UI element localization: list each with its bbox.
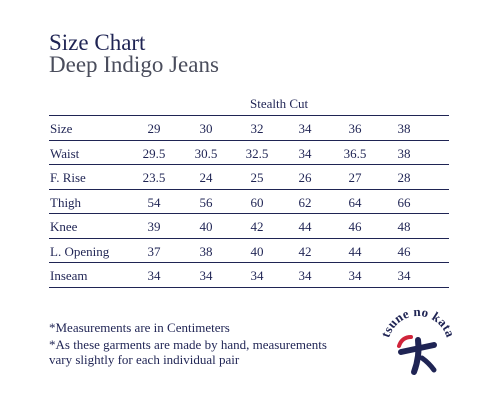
table-cell: 32 — [250, 121, 264, 136]
table-cell: 34 — [199, 268, 213, 283]
table-cell: 39 — [147, 219, 161, 234]
table-cell: 40 — [250, 243, 264, 259]
table-cell: 38 — [397, 121, 411, 136]
table-row: Thigh 54 56 60 62 64 66 — [49, 190, 449, 214]
table-cell: 64 — [348, 194, 362, 210]
row-label: Thigh — [50, 194, 82, 210]
table-cell: 30.5 — [194, 145, 218, 161]
table-cell: 26 — [298, 170, 312, 185]
table-row: Knee 39 40 42 44 46 48 — [49, 214, 449, 239]
table-cell: 29 — [147, 121, 161, 136]
note-measurement-units: *Measurements are in Centimeters — [49, 320, 230, 335]
table-cell: 44 — [348, 243, 362, 259]
table-row: Inseam 34 34 34 34 34 34 — [49, 263, 449, 288]
table-row: F. Rise 23.5 24 25 26 27 28 — [49, 165, 449, 190]
table-cell: 34 — [348, 268, 362, 283]
table-cell: 38 — [199, 243, 213, 259]
table-cell: 56 — [199, 194, 213, 210]
table-cell: 48 — [397, 219, 411, 234]
row-label: Knee — [50, 219, 78, 234]
row-label: F. Rise — [50, 170, 86, 185]
table-row: L. Opening 37 38 40 42 44 46 — [49, 239, 449, 263]
table-cell: 46 — [397, 243, 411, 259]
page-subtitle: Deep Indigo Jeans — [49, 52, 219, 77]
table-cell: 42 — [250, 219, 264, 234]
table-cell: 36 — [348, 121, 362, 136]
table-cell: 62 — [298, 194, 312, 210]
row-label: Inseam — [50, 268, 88, 283]
table-cell: 34 — [147, 268, 161, 283]
svg-text:tsune no kata: tsune no kata — [378, 304, 458, 340]
table-cell: 24 — [199, 170, 213, 185]
table-cell: 66 — [397, 194, 411, 210]
table-cell: 34 — [250, 268, 264, 283]
table-cell: 37 — [147, 243, 161, 259]
size-table: Size 29 30 32 34 36 38 Waist 29.5 30.5 3… — [49, 115, 449, 288]
table-row: Size 29 30 32 34 36 38 — [49, 115, 449, 141]
tsune-no-kata-logo: tsune no kata — [378, 304, 458, 375]
table-cell: 29.5 — [142, 145, 166, 161]
table-cell: 28 — [397, 170, 411, 185]
note-handmade: *As these garments are made by hand, mea… — [49, 337, 327, 367]
row-label: Waist — [50, 145, 80, 161]
row-label: Size — [50, 121, 73, 136]
table-cell: 42 — [298, 243, 312, 259]
page-title: Size Chart — [49, 30, 146, 55]
table-cell: 54 — [147, 194, 161, 210]
table-cell: 30 — [199, 121, 213, 136]
table-cell: 34 — [298, 268, 312, 283]
table-cell: 34 — [298, 121, 312, 136]
table-cell: 34 — [298, 145, 312, 161]
footnotes: *Measurements are in Centimeters *As the… — [49, 320, 349, 367]
table-cell: 46 — [348, 219, 362, 234]
table-cell: 25 — [250, 170, 264, 185]
table-cell: 60 — [250, 194, 264, 210]
table-cell: 27 — [348, 170, 362, 185]
cut-label: Stealth Cut — [250, 96, 309, 111]
table-cell: 40 — [199, 219, 213, 234]
table-cell: 23.5 — [142, 170, 166, 185]
table-cell: 34 — [397, 268, 411, 283]
table-cell: 44 — [298, 219, 312, 234]
logo-wordmark: tsune no kata — [378, 304, 458, 340]
row-label: L. Opening — [50, 243, 110, 259]
table-cell: 36.5 — [343, 145, 367, 161]
table-cell: 32.5 — [245, 145, 269, 161]
table-cell: 38 — [397, 145, 411, 161]
table-row: Waist 29.5 30.5 32.5 34 36.5 38 — [49, 141, 449, 165]
